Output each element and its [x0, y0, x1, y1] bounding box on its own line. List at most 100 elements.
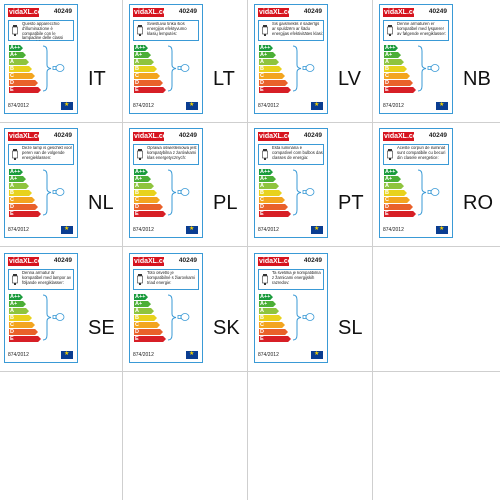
- energy-class-bar: C: [259, 197, 285, 203]
- product-code: 40249: [428, 132, 447, 139]
- vidaxl-logo: vidaXL.com: [8, 132, 49, 141]
- language-code: SE: [88, 317, 115, 339]
- energy-class-bar: D: [384, 80, 413, 86]
- energy-class-bar: A++: [259, 45, 273, 51]
- energy-scale: A++ A+ A B C D E: [134, 45, 166, 94]
- energy-class-bar: A+: [134, 176, 151, 182]
- energy-class-bar: E: [134, 211, 166, 217]
- energy-class-bar: E: [259, 87, 291, 93]
- description-text: Toto osvetlo je kompatibilné s žiarovkam…: [147, 271, 195, 285]
- energy-class-bar: A: [9, 308, 29, 314]
- energy-class-bar: A++: [9, 294, 23, 300]
- regulation-number: 874/2012: [8, 352, 29, 358]
- product-code: 40249: [178, 132, 197, 139]
- product-code: 40249: [178, 8, 197, 15]
- bracket-icon: [292, 294, 302, 341]
- energy-class-bar: B: [134, 66, 157, 72]
- language-code: SL: [338, 317, 363, 339]
- energy-class-bar: A: [259, 183, 279, 189]
- energy-label-card: vidaXL.com 40249 Šviestuvui tinka šios ene…: [125, 0, 247, 122]
- energy-class-bar: A+: [384, 52, 401, 58]
- energy-class-bar: C: [134, 73, 160, 79]
- energy-class-bar: E: [9, 211, 41, 217]
- bracket-icon: [42, 169, 52, 216]
- language-code: IT: [88, 68, 106, 90]
- energy-class-bar: A: [134, 59, 154, 65]
- vidaxl-logo: vidaXL.com: [258, 257, 299, 266]
- energy-class-bar: C: [9, 322, 35, 328]
- description-text: Denne armaturen er kompatibel med lyspær…: [397, 22, 447, 36]
- vidaxl-logo: vidaXL.com: [383, 132, 424, 141]
- energy-class-bar: A: [134, 308, 154, 314]
- description-box: Oprawa oświetleniowa jest kompatybilna z…: [133, 144, 199, 165]
- bulb-icon: [177, 64, 190, 72]
- lantern-icon: [137, 149, 143, 160]
- vidaxl-logo: vidaXL.com: [133, 257, 174, 266]
- energy-class-bar: D: [259, 204, 288, 210]
- vidaxl-logo: vidaXL.com: [258, 132, 299, 141]
- energy-class-bar: C: [9, 197, 35, 203]
- energy-class-bar: A: [134, 183, 154, 189]
- energy-scale: A++ A+ A B C D E: [134, 169, 166, 218]
- product-code: 40249: [53, 132, 72, 139]
- energy-class-bar: C: [134, 197, 160, 203]
- energy-class-bar: C: [259, 322, 285, 328]
- regulation-number: 874/2012: [258, 227, 279, 233]
- eu-flag-icon: [311, 350, 323, 359]
- language-code: NL: [88, 192, 114, 214]
- energy-label: vidaXL.com 40249 Denne armaturen er kompat…: [379, 4, 453, 114]
- regulation-number: 874/2012: [383, 227, 404, 233]
- energy-scale: A++ A+ A B C D E: [259, 45, 291, 94]
- energy-scale: A++ A+ A B C D E: [134, 294, 166, 343]
- energy-class-bar: A: [9, 183, 29, 189]
- energy-class-bar: C: [384, 197, 410, 203]
- eu-flag-icon: [436, 225, 448, 234]
- bracket-icon: [292, 45, 302, 92]
- energy-label: vidaXL.com 40249 Denna armatur är kompatib…: [4, 253, 78, 363]
- regulation-number: 874/2012: [258, 352, 279, 358]
- energy-class-bar: B: [134, 190, 157, 196]
- energy-class-bar: C: [384, 73, 410, 79]
- energy-class-bar: E: [384, 211, 416, 217]
- description-box: Deze lamp is geschikt voor peren van de …: [8, 144, 74, 165]
- energy-class-bar: D: [9, 80, 38, 86]
- description-text: Aceste corpuri de iluminat sunt compatib…: [397, 146, 446, 160]
- energy-class-bar: A: [259, 308, 279, 314]
- vidaxl-logo: vidaXL.com: [133, 8, 174, 17]
- lantern-icon: [12, 149, 18, 160]
- energy-scale: A++ A+ A B C D E: [9, 169, 41, 218]
- regulation-number: 874/2012: [133, 352, 154, 358]
- energy-class-bar: D: [384, 204, 413, 210]
- description-text: Oprawa oświetleniowa jest kompatybilna z…: [147, 146, 197, 160]
- bulb-icon: [52, 64, 65, 72]
- energy-label-card: vidaXL.com 40249 Denne armaturen er kompat…: [375, 0, 497, 122]
- vidaxl-logo: vidaXL.com: [8, 257, 49, 266]
- eu-flag-icon: [186, 225, 198, 234]
- description-box: Aceste corpuri de iluminat sunt compatib…: [383, 144, 449, 165]
- energy-label-card: vidaXL.com 40249 Ta svetilka je kompatibil…: [250, 249, 372, 371]
- bracket-icon: [167, 45, 177, 92]
- lantern-icon: [137, 274, 143, 285]
- energy-class-bar: D: [134, 329, 163, 335]
- energy-class-bar: A++: [384, 169, 398, 175]
- lantern-icon: [262, 274, 268, 285]
- energy-class-bar: E: [9, 87, 41, 93]
- bulb-icon: [427, 188, 440, 196]
- energy-class-bar: D: [9, 204, 38, 210]
- lantern-icon: [387, 149, 393, 160]
- language-code: LV: [338, 68, 361, 90]
- energy-class-bar: B: [9, 315, 32, 321]
- energy-class-bar: A++: [259, 169, 273, 175]
- product-code: 40249: [303, 8, 322, 15]
- energy-class-bar: B: [259, 66, 282, 72]
- energy-label-card: vidaXL.com 40249 Oprawa oświetleniowa jest…: [125, 124, 247, 246]
- description-box: Esta luminária é compatível com bulbos d…: [258, 144, 324, 165]
- energy-label: vidaXL.com 40249 Šis gaismeklis ir saderīg…: [254, 4, 328, 114]
- energy-label-card: vidaXL.com 40249 Denna armatur är kompatib…: [0, 249, 122, 371]
- regulation-number: 874/2012: [258, 103, 279, 109]
- energy-class-bar: D: [134, 80, 163, 86]
- energy-scale: A++ A+ A B C D E: [9, 294, 41, 343]
- energy-class-bar: A+: [134, 301, 151, 307]
- energy-class-bar: A+: [9, 176, 26, 182]
- energy-class-bar: A+: [259, 301, 276, 307]
